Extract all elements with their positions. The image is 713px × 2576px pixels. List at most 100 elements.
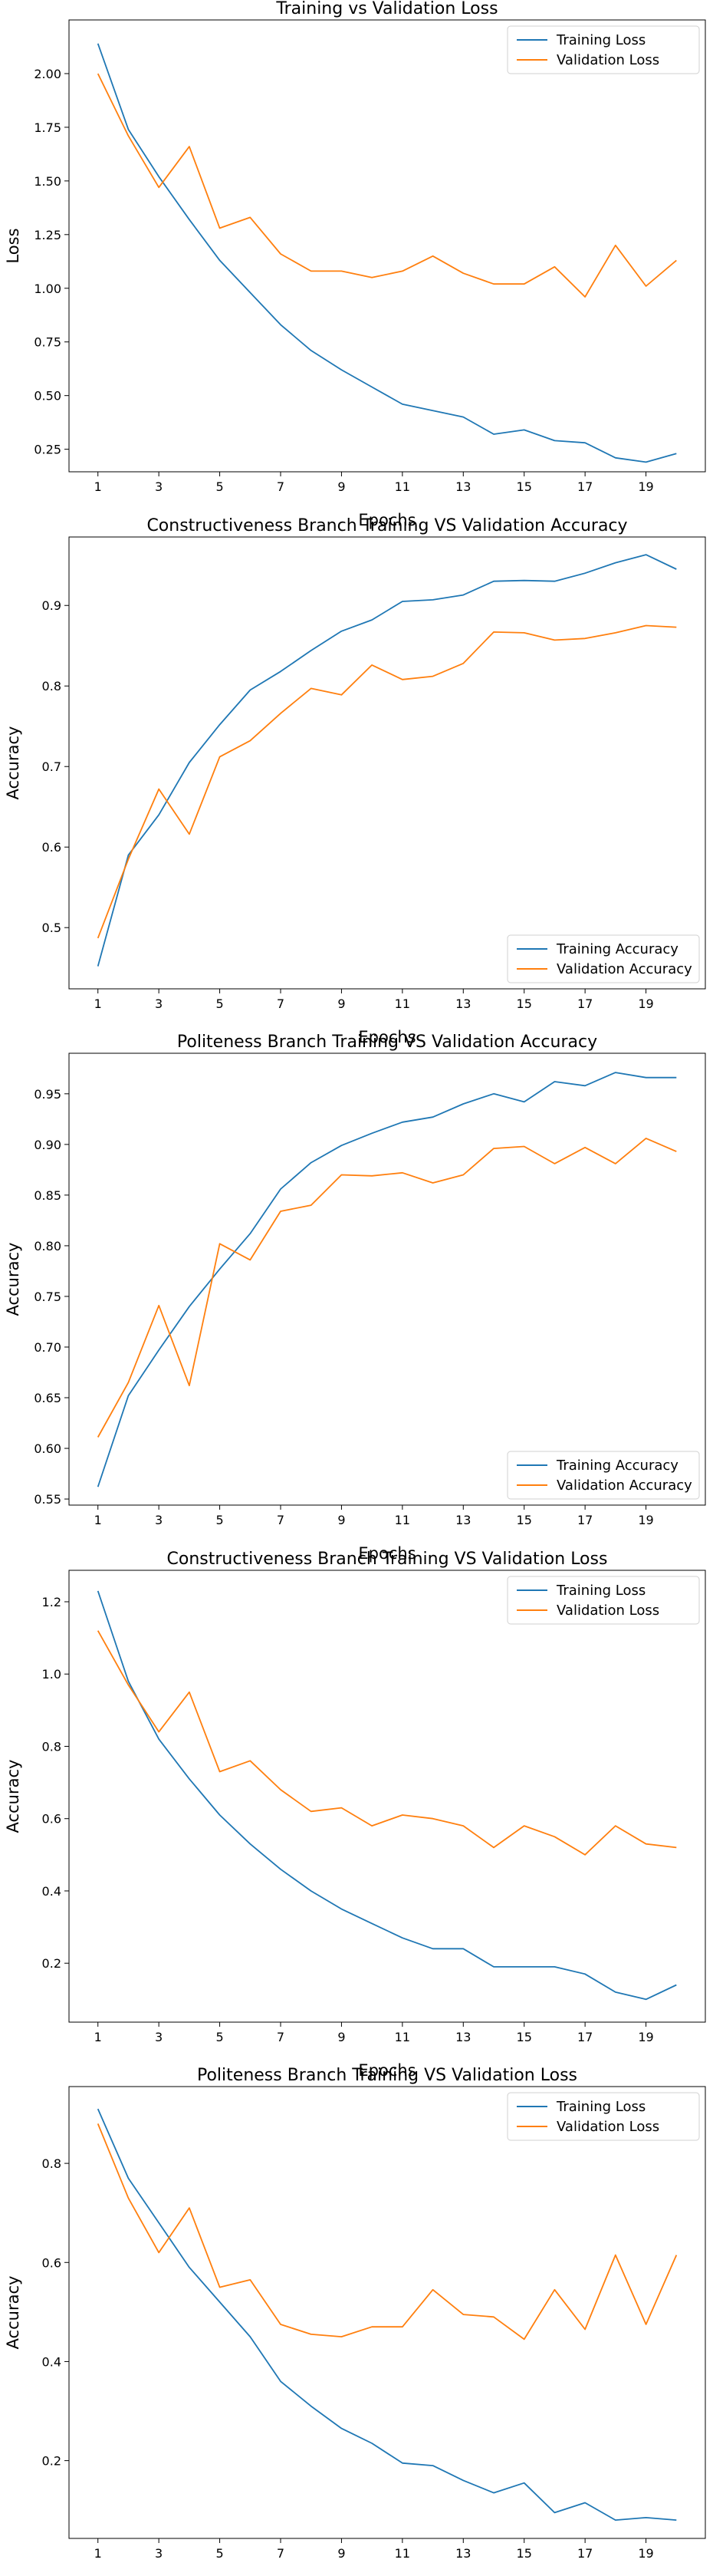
y-tick-label: 0.9 — [42, 598, 61, 613]
series-line — [97, 1590, 677, 2001]
x-tick-label: 17 — [577, 2546, 593, 2561]
y-axis-label: Accuracy — [4, 726, 22, 800]
y-tick-label: 0.80 — [34, 1239, 61, 1253]
x-tick-label: 15 — [517, 1513, 532, 1527]
x-tick-label: 15 — [517, 479, 532, 494]
series-line — [97, 624, 677, 939]
x-tick-label: 11 — [395, 2030, 410, 2044]
y-tick-label: 1.00 — [34, 282, 61, 296]
y-tick-label: 0.8 — [42, 1739, 61, 1754]
x-tick-label: 7 — [277, 996, 284, 1011]
plot-frame — [68, 1052, 706, 1506]
y-tick-label: 0.75 — [34, 1290, 61, 1304]
y-tick-label: 0.6 — [42, 1812, 61, 1827]
x-tick-label: 13 — [455, 1513, 471, 1527]
y-tick-label: 0.8 — [42, 2156, 61, 2171]
y-tick-label: 1.50 — [34, 174, 61, 189]
y-tick-label: 2.00 — [34, 67, 61, 81]
x-tick-label: 1 — [94, 479, 102, 494]
legend-label: Training Loss — [556, 2099, 646, 2115]
x-tick-label: 15 — [517, 2030, 532, 2044]
y-tick-label: 1.2 — [42, 1595, 61, 1609]
chart-title: Politeness Branch Training VS Validation… — [197, 2066, 577, 2085]
x-tick-label: 11 — [395, 1513, 410, 1527]
x-tick-label: 1 — [94, 996, 102, 1011]
y-axis-label: Accuracy — [4, 2276, 22, 2350]
x-tick-label: 5 — [215, 2546, 223, 2561]
x-axis-label: Epochs — [358, 2061, 416, 2080]
x-tick-label: 9 — [337, 479, 345, 494]
x-tick-label: 9 — [337, 996, 345, 1011]
legend-box — [507, 25, 700, 74]
chart-panel: Constructiveness Branch Training VS Vali… — [4, 1550, 706, 2080]
legend-label: Training Accuracy — [556, 1458, 678, 1474]
x-tick-label: 19 — [638, 996, 653, 1011]
y-tick-label: 0.70 — [34, 1340, 61, 1355]
legend-label: Training Accuracy — [556, 941, 678, 957]
legend-label: Validation Accuracy — [557, 1477, 692, 1494]
series-line — [97, 1138, 677, 1438]
y-axis-label: Loss — [4, 228, 22, 263]
chart-title: Politeness Branch Training VS Validation… — [177, 1033, 597, 1052]
legend-label: Training Loss — [556, 32, 646, 48]
x-tick-label: 5 — [215, 2030, 223, 2044]
plot-frame — [68, 536, 706, 990]
x-tick-label: 3 — [155, 479, 163, 494]
x-tick-label: 13 — [455, 2546, 471, 2561]
x-tick-label: 13 — [455, 2030, 471, 2044]
legend: Training Loss Validation Loss — [507, 1576, 700, 1625]
y-tick-label: 0.55 — [34, 1492, 61, 1507]
x-tick-label: 17 — [577, 479, 593, 494]
legend-box — [507, 934, 700, 983]
chart-title: Training vs Validation Loss — [275, 0, 498, 18]
series-line — [97, 73, 677, 298]
x-tick-label: 15 — [517, 2546, 532, 2561]
x-tick-label: 17 — [577, 1513, 593, 1527]
plot-frame — [68, 19, 706, 473]
x-tick-label: 11 — [395, 996, 410, 1011]
x-tick-label: 9 — [337, 2546, 345, 2561]
x-tick-label: 7 — [277, 2546, 284, 2561]
x-tick-label: 3 — [155, 1513, 163, 1527]
x-tick-label: 15 — [517, 996, 532, 1011]
y-axis-label: Accuracy — [4, 1243, 22, 1316]
x-tick-label: 7 — [277, 2030, 284, 2044]
chart-panel: Constructiveness Branch Training VS Vali… — [4, 516, 706, 1046]
y-tick-label: 0.6 — [42, 2255, 61, 2270]
chart-panel: Politeness Branch Training VS Validation… — [4, 1033, 706, 1563]
y-tick-label: 0.85 — [34, 1188, 61, 1203]
y-tick-label: 0.2 — [42, 2454, 61, 2469]
x-tick-label: 17 — [577, 2030, 593, 2044]
y-tick-label: 1.75 — [34, 120, 61, 135]
legend: Training Loss Validation Loss — [507, 2092, 700, 2141]
y-tick-label: 0.60 — [34, 1441, 61, 1456]
y-tick-label: 0.2 — [42, 1956, 61, 1971]
legend-label: Validation Loss — [557, 2119, 659, 2135]
y-tick-label: 1.25 — [34, 228, 61, 242]
y-tick-label: 0.25 — [34, 443, 61, 457]
x-axis-label: Epochs — [358, 1544, 416, 1563]
legend: Training Accuracy Validation Accuracy — [507, 934, 700, 983]
series-line — [97, 2123, 678, 2340]
x-tick-label: 19 — [638, 2546, 653, 2561]
x-tick-label: 5 — [215, 996, 223, 1011]
x-tick-label: 13 — [455, 479, 471, 494]
series-line — [97, 1072, 677, 1487]
legend-box — [507, 1451, 700, 1500]
legend-label: Training Loss — [556, 1583, 646, 1599]
x-tick-label: 19 — [638, 1513, 653, 1527]
series-line — [97, 2108, 677, 2522]
y-tick-label: 0.50 — [34, 389, 61, 404]
x-tick-label: 11 — [395, 479, 410, 494]
legend: Training Accuracy Validation Accuracy — [507, 1451, 700, 1500]
chart-title: Constructiveness Branch Training VS Vali… — [167, 1550, 608, 1569]
x-tick-label: 19 — [638, 479, 653, 494]
y-tick-label: 0.65 — [34, 1391, 61, 1405]
legend-box — [507, 1576, 700, 1625]
y-tick-label: 0.5 — [42, 921, 61, 935]
x-tick-label: 5 — [215, 479, 223, 494]
y-tick-label: 0.90 — [34, 1138, 61, 1152]
y-axis-label: Accuracy — [4, 1760, 22, 1833]
